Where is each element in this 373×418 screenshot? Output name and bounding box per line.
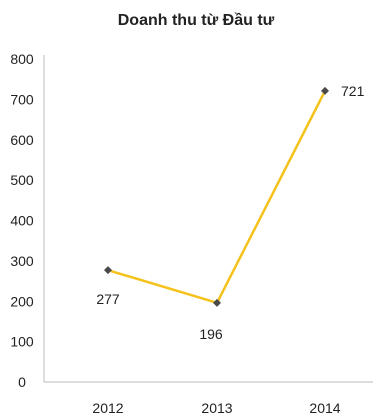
markers — [104, 86, 329, 307]
chart-title: Doanh thu từ Đầu tư — [118, 12, 275, 29]
x-tick-label: 2012 — [92, 400, 123, 416]
x-axis: 2012 2013 2014 — [44, 381, 373, 416]
series-line — [107, 90, 327, 305]
y-tick-label: 400 — [10, 213, 34, 229]
series — [107, 90, 327, 305]
y-tick-label: 800 — [10, 51, 34, 67]
y-tick-label: 200 — [10, 293, 34, 309]
y-tick-label: 600 — [10, 132, 34, 148]
y-tick-label: 100 — [10, 334, 34, 350]
x-tick-label: 2014 — [309, 400, 340, 416]
y-tick-label: 500 — [10, 172, 34, 188]
data-label: 196 — [199, 326, 223, 342]
y-tick-label: 0 — [18, 374, 26, 390]
data-label: 721 — [341, 83, 365, 99]
y-tick-label: 700 — [10, 91, 34, 107]
data-labels: 277 196 721 — [96, 83, 364, 342]
data-point-marker — [213, 298, 221, 307]
data-label: 277 — [96, 291, 120, 307]
y-tick-label: 300 — [10, 253, 34, 269]
data-point-marker — [104, 266, 112, 275]
x-tick-label: 2013 — [201, 400, 232, 416]
data-point-marker — [321, 86, 329, 95]
y-axis: 0 100 200 300 400 500 600 700 800 — [10, 51, 45, 390]
